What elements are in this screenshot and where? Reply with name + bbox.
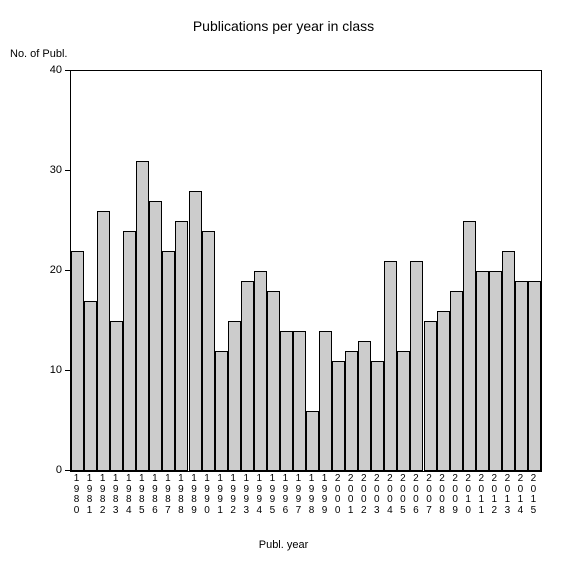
x-tick-label: 1982 (96, 474, 109, 516)
bar (528, 281, 541, 471)
bar (149, 201, 162, 471)
x-tick-label: 2003 (370, 474, 383, 516)
x-tick-label: 2005 (396, 474, 409, 516)
x-tick-label: 2011 (475, 474, 488, 516)
x-tick-label: 2010 (462, 474, 475, 516)
bar (463, 221, 476, 471)
x-tick-label: 2002 (357, 474, 370, 516)
bar (293, 331, 306, 471)
bar (241, 281, 254, 471)
bar (371, 361, 384, 471)
x-tick-label: 2006 (409, 474, 422, 516)
bar (345, 351, 358, 471)
bar (71, 251, 84, 471)
bar (110, 321, 123, 471)
x-tick-label: 2007 (422, 474, 435, 516)
y-tick-mark (65, 270, 70, 271)
y-tick-label: 10 (42, 364, 62, 376)
y-tick-mark (65, 70, 70, 71)
x-tick-label: 1992 (227, 474, 240, 516)
bar (397, 351, 410, 471)
x-tick-label: 1993 (240, 474, 253, 516)
bar (502, 251, 515, 471)
x-tick-label: 1991 (214, 474, 227, 516)
x-axis-label: Publ. year (0, 539, 567, 551)
bar (84, 301, 97, 471)
x-tick-label: 1988 (174, 474, 187, 516)
x-tick-label: 1998 (305, 474, 318, 516)
y-axis-label: No. of Publ. (10, 48, 67, 60)
x-tick-label: 1983 (109, 474, 122, 516)
bar (450, 291, 463, 471)
y-tick-label: 30 (42, 164, 62, 176)
bar (97, 211, 110, 471)
bar (476, 271, 489, 471)
x-tick-label: 2000 (331, 474, 344, 516)
x-tick-label: 1995 (266, 474, 279, 516)
y-tick-label: 40 (42, 64, 62, 76)
x-tick-label: 1996 (279, 474, 292, 516)
x-tick-label: 1984 (122, 474, 135, 516)
x-tick-label: 2012 (488, 474, 501, 516)
chart-container: Publications per year in class No. of Pu… (0, 0, 567, 567)
bar (267, 291, 280, 471)
bar (306, 411, 319, 471)
bar (280, 331, 293, 471)
x-tick-label: 2009 (449, 474, 462, 516)
bar (175, 221, 188, 471)
bar (202, 231, 215, 471)
bar (228, 321, 241, 471)
bar (162, 251, 175, 471)
bar (136, 161, 149, 471)
y-tick-label: 0 (42, 464, 62, 476)
y-tick-mark (65, 370, 70, 371)
bar (489, 271, 502, 471)
x-tick-label: 1999 (318, 474, 331, 516)
x-tick-label: 2013 (501, 474, 514, 516)
x-tick-label: 1990 (201, 474, 214, 516)
y-tick-label: 20 (42, 264, 62, 276)
y-tick-mark (65, 470, 70, 471)
x-tick-label: 1987 (161, 474, 174, 516)
bar (332, 361, 345, 471)
bar (515, 281, 528, 471)
bar (358, 341, 371, 471)
y-tick-mark (65, 170, 70, 171)
bar (410, 261, 423, 471)
bar (384, 261, 397, 471)
x-tick-label: 2008 (436, 474, 449, 516)
x-tick-label: 2015 (527, 474, 540, 516)
x-tick-label: 2004 (383, 474, 396, 516)
bar (215, 351, 228, 471)
x-tick-label: 1981 (83, 474, 96, 516)
x-tick-label: 1986 (148, 474, 161, 516)
bar (123, 231, 136, 471)
bar (319, 331, 332, 471)
plot-area (70, 70, 542, 472)
x-tick-label: 1989 (187, 474, 200, 516)
x-tick-label: 1985 (135, 474, 148, 516)
bar (437, 311, 450, 471)
x-tick-label: 1980 (70, 474, 83, 516)
bar (424, 321, 437, 471)
x-tick-label: 2001 (344, 474, 357, 516)
x-tick-label: 2014 (514, 474, 527, 516)
bar (254, 271, 267, 471)
x-tick-label: 1994 (253, 474, 266, 516)
chart-title: Publications per year in class (0, 18, 567, 34)
x-tick-label: 1997 (292, 474, 305, 516)
bar (189, 191, 202, 471)
